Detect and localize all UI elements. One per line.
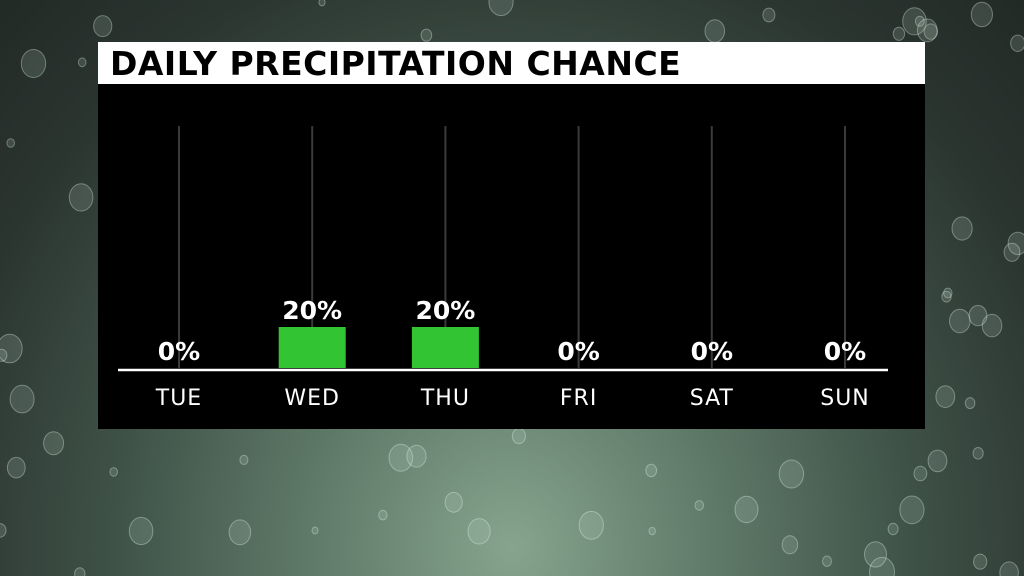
tick-label-thu: THU [420,386,470,411]
raindrop [239,454,249,465]
raindrop [467,518,491,545]
raindrop [311,526,319,535]
raindrop [1003,242,1021,262]
raindrop [109,467,118,477]
raindrop [1007,231,1024,256]
raindrop [941,290,952,303]
raindrop [228,519,252,546]
raindrop [93,15,113,38]
raindrop [892,26,906,41]
raindrop [444,491,463,513]
raindrop [318,0,326,7]
chart-title: DAILY PRECIPITATION CHANCE [110,43,682,83]
raindrop [488,0,514,17]
raindrop [916,18,938,43]
value-label-sun: 0% [824,337,866,366]
title-bar: DAILY PRECIPITATION CHANCE [98,42,925,84]
raindrop [43,431,65,456]
raindrop [0,348,8,362]
raindrop [511,428,527,445]
tick-label-sun: SUN [820,386,870,411]
raindrop [645,463,658,478]
raindrop [914,15,925,27]
tick-label-wed: WED [284,386,340,411]
raindrop [964,397,976,410]
raindrop [781,535,799,555]
raindrop [0,333,23,364]
raindrop [887,522,899,536]
raindrop [578,510,604,540]
raindrop [902,7,927,36]
raindrop [6,456,26,479]
value-label-fri: 0% [557,337,599,366]
value-label-wed: 20% [282,296,342,325]
raindrop [420,28,433,42]
raindrop [972,447,984,460]
raindrop [704,19,726,43]
raindrop [951,216,973,241]
raindrop [899,495,925,525]
raindrop [968,304,988,327]
raindrop [68,183,94,212]
raindrop [128,516,154,546]
raindrop [913,465,928,482]
raindrop [822,555,832,567]
raindrop [970,1,994,28]
raindrop [77,57,87,68]
raindrop [1010,34,1024,52]
raindrop [378,509,388,521]
bar-wed [278,327,346,368]
raindrop [388,443,414,472]
raindrop [0,523,7,538]
raindrop [981,313,1003,338]
raindrop [6,138,15,148]
raindrop [973,553,988,570]
raindrop [927,449,948,473]
bar-thu [411,327,479,368]
raindrop [999,561,1019,576]
raindrop [943,287,953,299]
tick-label-tue: TUE [155,386,202,411]
raindrop [694,500,704,511]
tick-label-sat: SAT [690,386,734,411]
raindrop [734,495,759,524]
value-label-tue: 0% [158,337,200,366]
raindrop [406,444,427,468]
raindrop [864,541,887,568]
raindrop [648,526,656,536]
raindrop [74,567,86,576]
raindrop [935,385,956,409]
tick-label-fri: FRI [560,386,597,411]
raindrop [778,459,805,489]
raindrop [20,49,47,78]
chart-panel: DAILY PRECIPITATION CHANCE 0% 20% 20% 0% 0% 0… [98,42,925,429]
raindrop [923,23,938,40]
value-label-sat: 0% [691,337,733,366]
raindrop [869,556,895,576]
raindrop [9,384,35,414]
raindrop [762,7,776,23]
value-label-thu: 20% [415,296,475,325]
bar-chart: 0% 20% 20% 0% 0% 0% TUE WED THU FRI SAT SUN [118,126,888,411]
raindrop [949,308,971,334]
